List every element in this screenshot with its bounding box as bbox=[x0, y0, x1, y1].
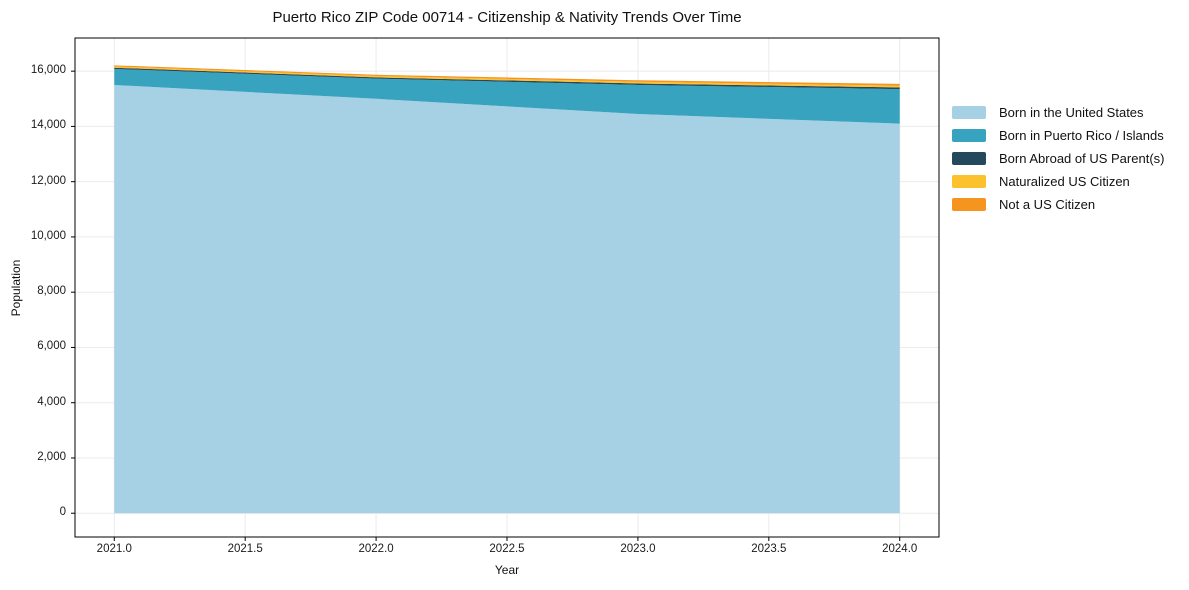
legend-item: Born in the United States bbox=[952, 105, 1164, 120]
legend-label: Naturalized US Citizen bbox=[999, 174, 1130, 189]
legend-swatch bbox=[952, 198, 986, 211]
legend-swatch bbox=[952, 129, 986, 142]
area-series bbox=[114, 67, 900, 90]
legend-item: Not a US Citizen bbox=[952, 197, 1164, 212]
chart-title: Puerto Rico ZIP Code 00714 - Citizenship… bbox=[272, 9, 742, 26]
x-tick-label: 2023.0 bbox=[620, 543, 656, 555]
y-tick-label: 8,000 bbox=[37, 285, 66, 298]
y-tick-label: 12,000 bbox=[30, 174, 66, 187]
x-tick-label: 2021.0 bbox=[96, 543, 132, 555]
y-tick-label: 0 bbox=[59, 506, 66, 519]
x-tick-label: 2021.5 bbox=[227, 543, 263, 555]
legend: Born in the United States Born in Puerto … bbox=[952, 105, 1165, 212]
area-series bbox=[114, 66, 900, 88]
area-series bbox=[114, 68, 900, 124]
y-tick-label: 16,000 bbox=[30, 64, 66, 77]
x-tick-label: 2024.0 bbox=[882, 543, 918, 555]
legend-label: Not a US Citizen bbox=[999, 197, 1096, 212]
legend-label: Born Abroad of US Parent(s) bbox=[999, 151, 1165, 166]
y-tick-label: 2,000 bbox=[37, 450, 66, 463]
y-tick-label: 4,000 bbox=[37, 395, 66, 408]
legend-label: Born in Puerto Rico / Islands bbox=[999, 128, 1164, 143]
y-tick-label: 10,000 bbox=[30, 229, 66, 242]
y-tick-label: 6,000 bbox=[37, 340, 66, 353]
legend-swatch bbox=[952, 106, 986, 119]
area-series bbox=[114, 84, 900, 514]
legend-swatch bbox=[952, 175, 986, 188]
legend-label: Born in the United States bbox=[999, 105, 1144, 120]
legend-item: Born in Puerto Rico / Islands bbox=[952, 128, 1164, 143]
legend-item: Naturalized US Citizen bbox=[952, 174, 1164, 189]
x-tick-label: 2023.5 bbox=[751, 543, 787, 555]
legend-swatch bbox=[952, 152, 986, 165]
x-axis-label: Year bbox=[494, 563, 520, 577]
x-tick-label: 2022.5 bbox=[489, 543, 525, 555]
y-tick-label: 14,000 bbox=[30, 119, 66, 132]
legend-item: Born Abroad of US Parent(s) bbox=[952, 151, 1165, 166]
area-series bbox=[114, 65, 900, 86]
x-tick-label: 2022.0 bbox=[358, 543, 394, 555]
